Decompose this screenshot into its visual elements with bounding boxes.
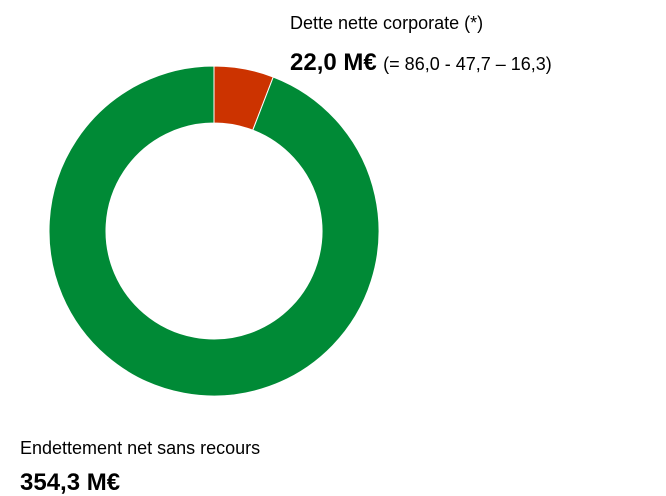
slice-label: Dette nette corporate (*) [290, 13, 483, 33]
slice-value: 354,3 M€ [20, 469, 120, 496]
slice-value: 22,0 M€ [290, 49, 377, 76]
wedge [48, 65, 380, 397]
donut [48, 65, 380, 397]
slice-label: Endettement net sans recours [20, 438, 260, 458]
annotation: (= 86,0 - 47,7 – 16,3) [383, 54, 552, 74]
slice-value-line: 22,0 M€ (= 86,0 - 47,7 – 16,3) [290, 49, 552, 76]
